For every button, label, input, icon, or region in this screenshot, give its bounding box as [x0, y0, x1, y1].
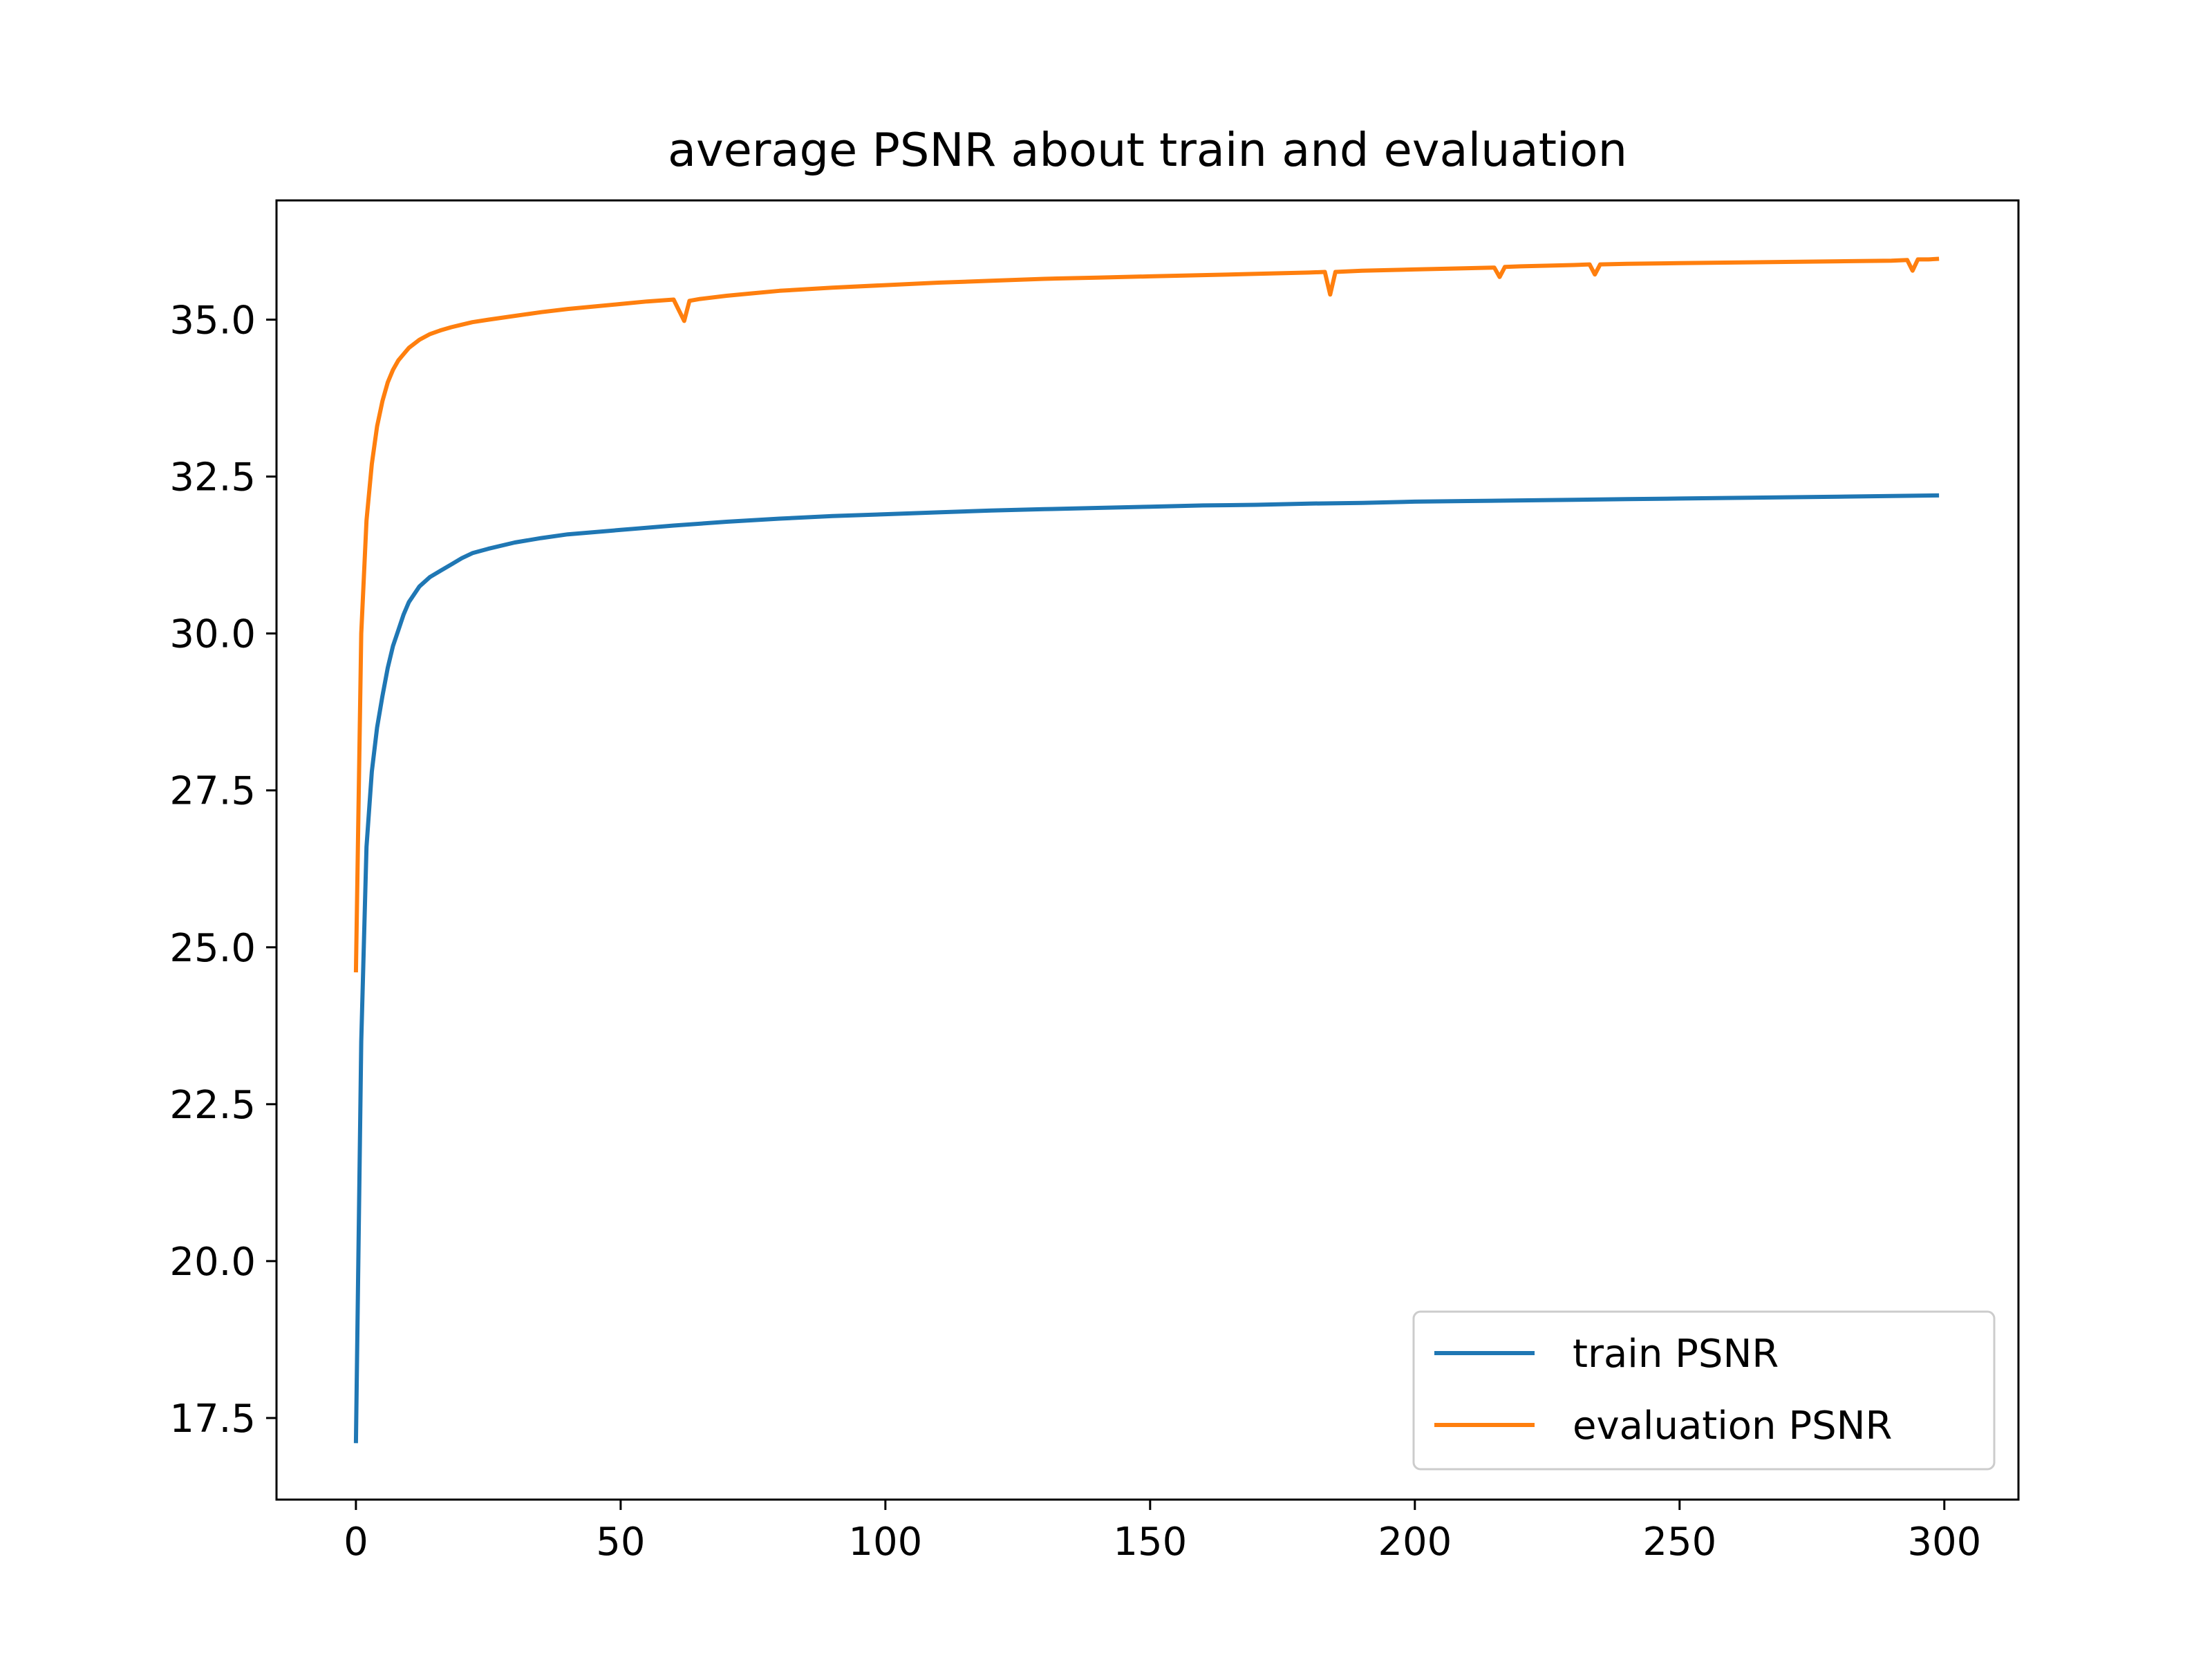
y-tick-label: 35.0: [169, 299, 256, 343]
x-tick-label: 300: [1907, 1520, 1981, 1565]
legend-label-train-psnr: train PSNR: [1573, 1332, 1779, 1377]
plot-area: [275, 199, 2020, 1501]
series-line-evaluation-psnr: [353, 256, 1940, 973]
y-tick-label: 20.0: [169, 1240, 256, 1285]
x-tick-label: 200: [1378, 1520, 1452, 1565]
y-tick-label: 22.5: [169, 1083, 256, 1128]
x-axis: 0 50 100 150 200 250 300: [344, 1500, 1981, 1565]
x-tick-label: 100: [848, 1520, 922, 1565]
axes-frame: [275, 199, 2020, 1501]
y-tick-label: 25.0: [169, 926, 256, 971]
y-tick-label: 30.0: [169, 612, 256, 657]
x-tick-label: 50: [596, 1520, 645, 1565]
y-tick-label: 17.5: [169, 1397, 256, 1442]
legend-label-evaluation-psnr: evaluation PSNR: [1573, 1404, 1892, 1448]
chart-title: average PSNR about train and evaluation: [668, 123, 1627, 177]
y-tick-label: 32.5: [169, 455, 256, 500]
y-tick-label: 27.5: [169, 769, 256, 814]
legend-box: [1412, 1310, 1996, 1471]
x-tick-label: 150: [1113, 1520, 1187, 1565]
y-axis: 17.5 20.0 22.5 25.0 27.5 30.0 32.5 35.0: [169, 299, 276, 1442]
legend: train PSNR evaluation PSNR: [1412, 1310, 1996, 1471]
x-tick-label: 250: [1642, 1520, 1716, 1565]
x-tick-label: 0: [344, 1520, 368, 1565]
series-line-train-psnr: [353, 493, 1940, 1444]
